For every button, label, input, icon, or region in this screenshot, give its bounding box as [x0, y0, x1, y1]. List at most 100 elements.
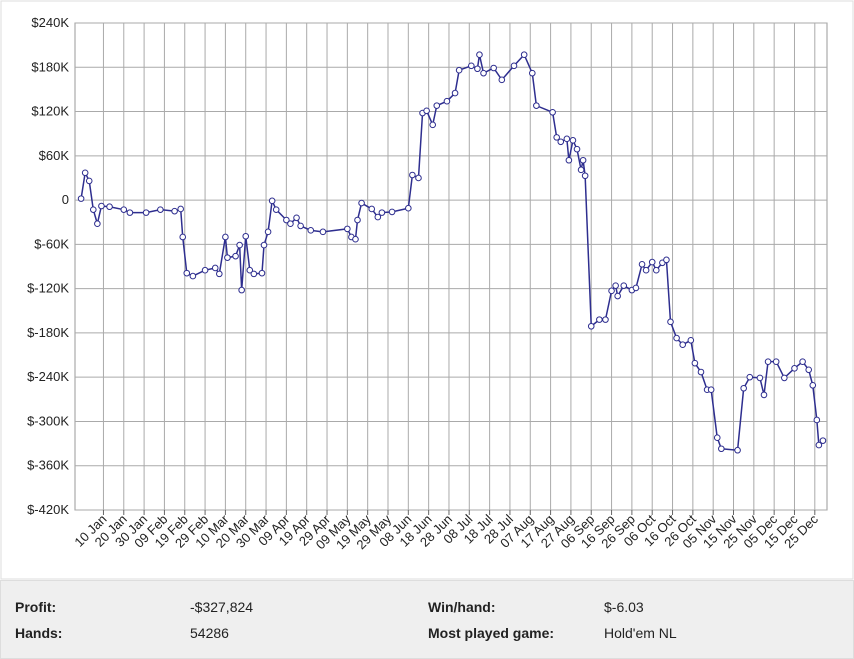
stat-value: -$327,824	[190, 599, 254, 615]
point	[620, 282, 628, 289]
point	[183, 269, 191, 277]
point	[85, 177, 93, 185]
y-tick-label: $60K	[39, 148, 70, 163]
point	[553, 134, 560, 141]
stat-label: Most played game:	[428, 625, 555, 641]
point	[498, 76, 506, 84]
point	[378, 209, 386, 216]
point	[520, 51, 528, 59]
point	[455, 66, 463, 74]
point	[602, 316, 609, 323]
point	[718, 445, 725, 453]
point	[142, 209, 150, 216]
point	[799, 358, 806, 365]
point	[258, 269, 266, 277]
point	[809, 381, 817, 389]
stat-value: $-6.03	[604, 599, 644, 615]
point	[388, 208, 396, 216]
point	[211, 264, 219, 272]
point	[813, 416, 821, 424]
stat-label: Profit:	[15, 599, 57, 615]
point	[106, 203, 113, 211]
point	[563, 135, 571, 143]
point	[579, 156, 587, 164]
point	[264, 228, 272, 236]
point	[596, 316, 603, 323]
stats-panel: Profit: -$327,824 Win/hand: $-6.03 Hands…	[0, 580, 854, 659]
point	[815, 441, 823, 449]
point	[673, 334, 680, 342]
point	[587, 322, 595, 330]
point	[201, 266, 209, 274]
point	[429, 121, 437, 129]
point	[232, 252, 239, 260]
point	[297, 222, 304, 230]
point	[734, 446, 741, 454]
point	[573, 145, 581, 153]
point	[98, 202, 105, 210]
point	[409, 171, 416, 179]
point	[687, 336, 695, 344]
y-tick-label: $-60K	[34, 236, 69, 251]
chart: $240K $180K $120K $60K 0 $-60K $-120K $-180K $-2…	[0, 0, 854, 580]
point	[781, 374, 788, 382]
point	[697, 368, 705, 376]
point	[344, 225, 351, 233]
stat-label: Hands:	[15, 625, 63, 641]
point	[246, 266, 254, 274]
point	[157, 206, 164, 213]
point	[468, 62, 475, 70]
stat-value: Hold'em NL	[604, 625, 677, 641]
point	[81, 169, 89, 177]
point	[791, 365, 798, 372]
point	[569, 137, 577, 144]
point	[581, 172, 589, 180]
point	[549, 108, 556, 116]
point	[287, 220, 294, 228]
point	[179, 233, 187, 241]
point	[632, 284, 640, 292]
point	[528, 69, 536, 77]
point	[368, 205, 376, 213]
point	[224, 254, 231, 261]
y-tick-label: $-120K	[27, 281, 69, 296]
point	[760, 391, 768, 399]
point	[189, 272, 197, 280]
point	[490, 64, 497, 72]
point	[679, 341, 686, 349]
point	[250, 270, 258, 278]
point	[612, 282, 619, 289]
point	[476, 51, 483, 59]
point	[352, 235, 359, 243]
point	[480, 69, 487, 77]
point	[557, 138, 565, 146]
y-tick-label: $-240K	[27, 369, 69, 384]
point	[374, 213, 382, 221]
point	[293, 214, 300, 222]
point	[663, 256, 670, 264]
point	[171, 207, 178, 215]
point	[238, 286, 245, 294]
y-tick-label: $-360K	[27, 458, 69, 473]
point	[652, 266, 660, 274]
point	[268, 197, 276, 205]
point	[764, 358, 772, 365]
point	[283, 216, 290, 224]
point	[307, 227, 315, 234]
point	[405, 204, 412, 212]
point	[77, 195, 85, 202]
point	[451, 89, 459, 97]
point	[608, 287, 615, 295]
stat-label: Win/hand:	[428, 599, 496, 615]
point	[242, 232, 250, 240]
point	[707, 386, 715, 394]
point	[272, 206, 280, 213]
y-tick-label: $-420K	[27, 502, 69, 517]
point	[642, 266, 650, 274]
y-tick-label: 0	[62, 192, 69, 207]
point	[177, 205, 184, 213]
point	[216, 270, 223, 278]
point	[565, 156, 573, 164]
point	[713, 434, 721, 441]
point	[756, 374, 764, 382]
